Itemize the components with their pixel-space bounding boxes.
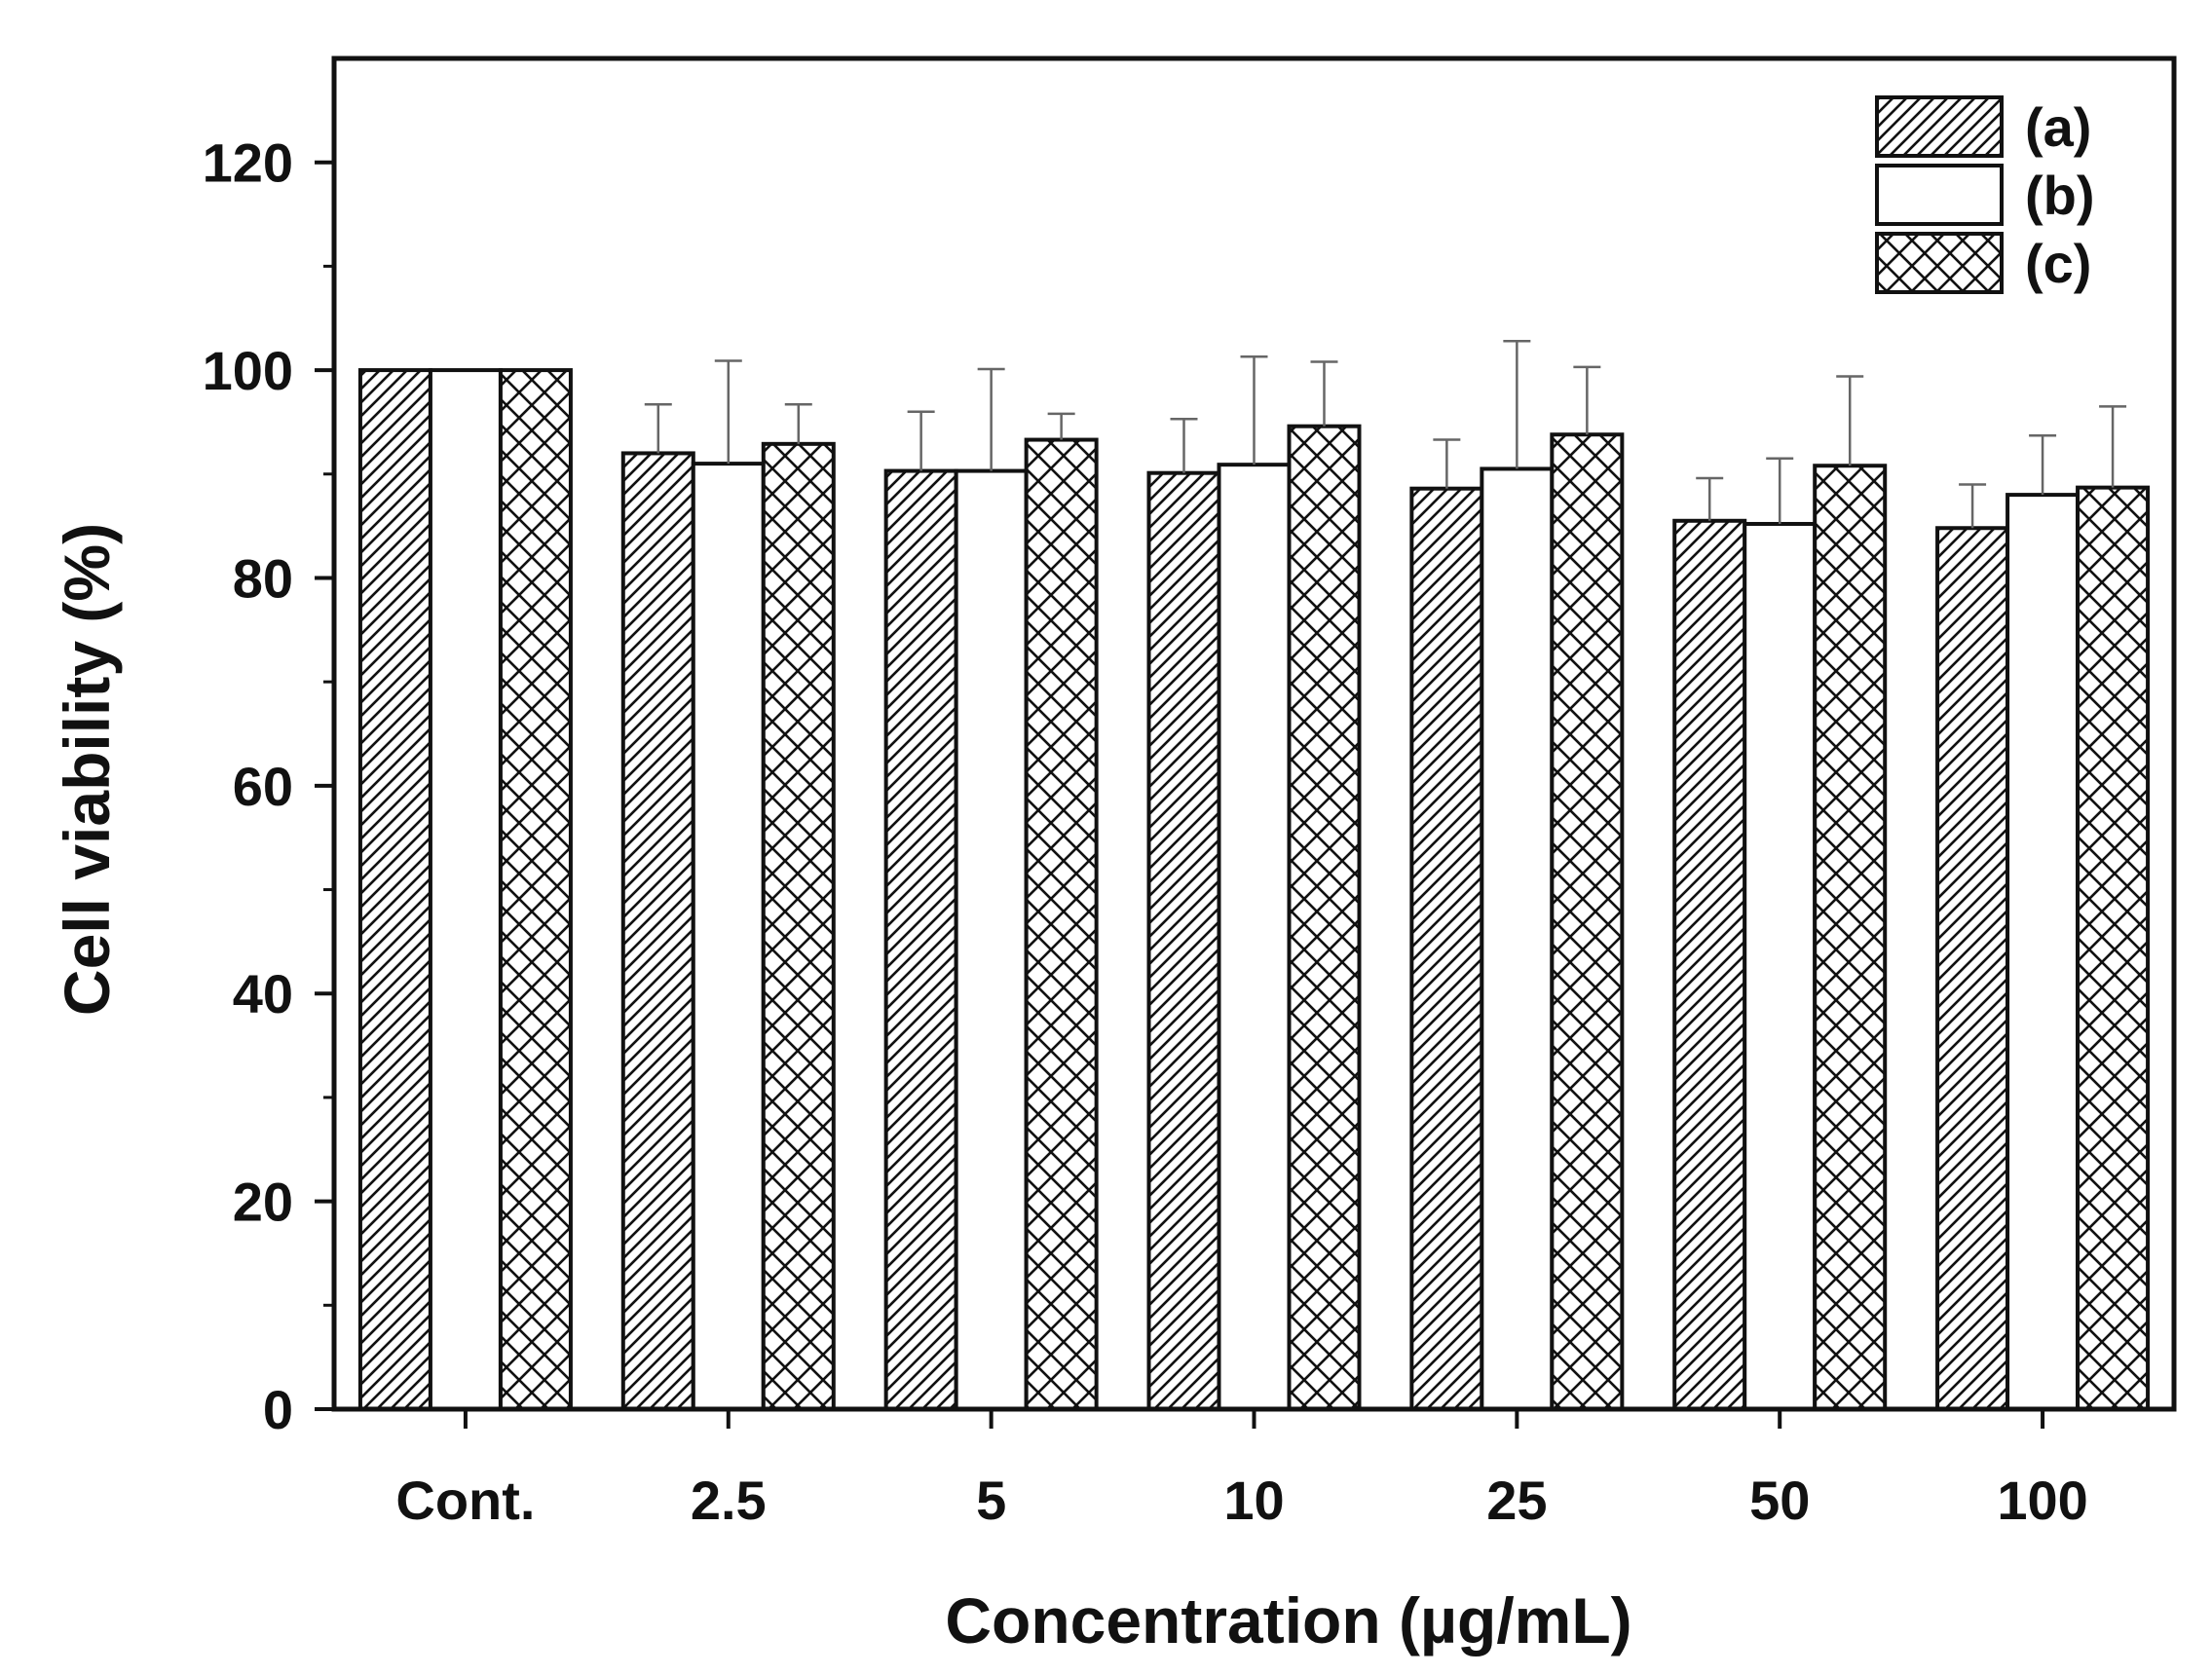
bar-2-7 <box>2006 493 2081 1412</box>
y-tick-label: 80 <box>233 547 293 609</box>
bar-3-6 <box>1813 464 1888 1412</box>
bar-1-4 <box>1146 470 1221 1411</box>
bar-1-5 <box>1409 486 1484 1411</box>
bar-3-2 <box>761 441 836 1411</box>
legend-label-1: (a) <box>2025 96 2091 158</box>
y-tick-label: 60 <box>233 756 293 817</box>
bar-1-1 <box>357 368 432 1412</box>
bar-2-4 <box>1217 463 1292 1411</box>
x-tick-label: 100 <box>1997 1470 2087 1531</box>
bars <box>357 368 2151 1412</box>
x-tick-label: 2.5 <box>691 1470 767 1531</box>
y-tick-label: 100 <box>203 340 293 401</box>
error-bars <box>644 339 2127 529</box>
y-tick-label: 0 <box>263 1379 293 1440</box>
x-tick-label: 50 <box>1749 1470 1810 1531</box>
y-axis-title: Cell viability (%) <box>51 523 123 1016</box>
bar-3-5 <box>1550 432 1625 1412</box>
y-tick-label: 20 <box>233 1172 293 1233</box>
legend-swatch-2 <box>1875 164 2004 226</box>
x-tick-label: 5 <box>976 1470 1006 1531</box>
x-tick-label: 10 <box>1223 1470 1284 1531</box>
ticks: Cont. 2.5 5 10 25 50 100 0 20 40 60 80 100 120 <box>203 132 2088 1531</box>
bar-1-6 <box>1672 518 1747 1411</box>
bar-2-3 <box>954 468 1029 1411</box>
bar-1-3 <box>883 468 958 1411</box>
bar-1-2 <box>620 451 695 1411</box>
x-tick-label: 25 <box>1486 1470 1547 1531</box>
x-axis-title: Concentration (µg/mL) <box>945 1584 1631 1656</box>
y-tick-label: 40 <box>233 963 293 1024</box>
bar-3-1 <box>498 368 573 1412</box>
legend: (a) (b) (c) <box>1875 95 2095 294</box>
bar-2-6 <box>1743 521 1818 1411</box>
y-tick-label: 120 <box>203 132 293 194</box>
bar-3-3 <box>1024 437 1099 1411</box>
bar-2-2 <box>691 462 766 1412</box>
legend-label-2: (b) <box>2025 165 2095 226</box>
bar-2-1 <box>428 368 503 1412</box>
bar-3-4 <box>1287 424 1362 1411</box>
bar-1-7 <box>1935 526 2010 1411</box>
x-tick-label: Cont. <box>395 1470 535 1531</box>
legend-swatch-3 <box>1875 232 2004 294</box>
bar-3-7 <box>2076 485 2151 1411</box>
legend-label-3: (c) <box>2025 233 2091 294</box>
legend-swatch-1 <box>1875 95 2004 158</box>
bar-2-5 <box>1480 466 1555 1411</box>
